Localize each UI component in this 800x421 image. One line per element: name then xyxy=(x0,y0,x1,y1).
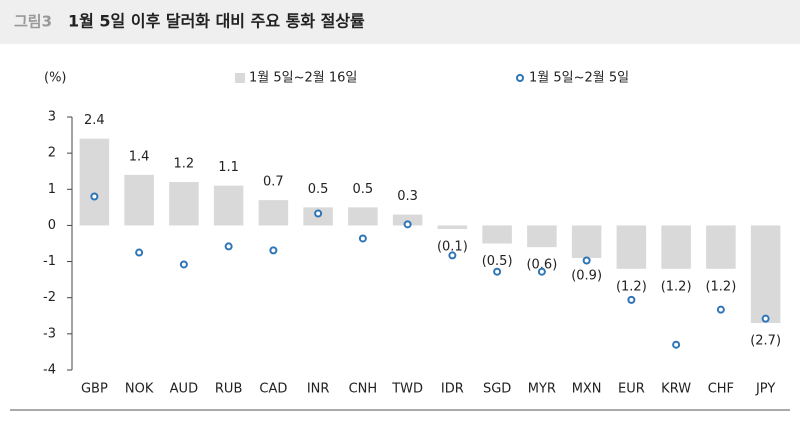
dot xyxy=(672,340,681,349)
data-label: 1.2 xyxy=(174,157,195,172)
y-tick-label: -1 xyxy=(43,254,56,269)
figure-label: 그림3 xyxy=(14,13,52,31)
data-label: 1.4 xyxy=(129,149,150,164)
bar xyxy=(258,200,289,226)
dot xyxy=(403,220,412,229)
dot xyxy=(314,209,323,218)
data-label: (1.2) xyxy=(705,279,736,294)
y-tick-label: 1 xyxy=(48,182,56,197)
bar xyxy=(482,225,512,244)
dot xyxy=(716,305,725,314)
data-label: 0.3 xyxy=(397,189,418,204)
data-label: 0.5 xyxy=(308,182,329,197)
dot xyxy=(761,314,770,323)
data-label: (0.6) xyxy=(526,258,557,273)
dot xyxy=(627,295,636,304)
bar xyxy=(213,185,244,226)
data-label: 0.7 xyxy=(263,175,284,190)
bar xyxy=(79,138,110,226)
legend-label: 1월 5일~2월 5일 xyxy=(529,71,629,86)
dot xyxy=(448,251,457,260)
x-tick-label: CAD xyxy=(259,382,287,397)
bar xyxy=(392,214,423,226)
dot xyxy=(135,248,144,257)
dot xyxy=(90,192,99,201)
y-tick-label: -4 xyxy=(43,363,56,378)
data-label: (0.9) xyxy=(571,268,602,283)
bar xyxy=(124,174,154,226)
dot xyxy=(537,267,546,276)
y-tick-label: 0 xyxy=(48,218,56,233)
chart-title: 1월 5일 이후 달러화 대비 주요 통화 절상률 xyxy=(68,12,365,31)
data-label: 2.4 xyxy=(84,113,105,128)
dot xyxy=(358,234,367,243)
y-unit: (%) xyxy=(44,71,67,86)
x-tick-label: CNH xyxy=(349,382,378,397)
x-tick-label: SGD xyxy=(483,382,511,397)
x-tick-label: GBP xyxy=(81,382,108,397)
x-tick-label: NOK xyxy=(125,382,154,397)
bar xyxy=(661,225,691,269)
data-label: (0.1) xyxy=(437,240,468,255)
y-tick-label: 2 xyxy=(48,146,56,161)
legend-swatch xyxy=(516,74,524,82)
x-tick-label: IDR xyxy=(441,382,464,397)
x-tick-label: RUB xyxy=(215,382,242,397)
bar xyxy=(169,182,199,226)
y-tick-label: 3 xyxy=(48,110,56,125)
x-tick-label: CHF xyxy=(708,382,734,397)
x-tick-label: TWD xyxy=(391,382,423,397)
dot xyxy=(269,246,278,255)
bar xyxy=(348,207,378,226)
bar xyxy=(706,225,736,269)
data-label: (0.5) xyxy=(482,254,513,269)
title-band xyxy=(0,0,800,44)
data-label: 1.1 xyxy=(218,160,239,175)
bar xyxy=(616,225,647,269)
dot xyxy=(179,260,188,269)
x-tick-label: EUR xyxy=(618,382,645,397)
x-tick-label: MXN xyxy=(572,382,602,397)
dot xyxy=(493,267,502,276)
data-label: (1.2) xyxy=(661,279,692,294)
y-tick-label: -3 xyxy=(43,326,56,341)
y-tick-label: -2 xyxy=(43,290,56,305)
x-tick-label: JPY xyxy=(755,382,775,397)
x-tick-label: KRW xyxy=(661,382,691,397)
data-label: (2.7) xyxy=(750,334,781,349)
x-tick-label: INR xyxy=(307,382,330,397)
dot xyxy=(224,242,233,251)
bar xyxy=(527,225,557,248)
data-label: (1.2) xyxy=(616,279,647,294)
x-tick-label: MYR xyxy=(528,382,556,397)
x-tick-label: AUD xyxy=(170,382,198,397)
dot xyxy=(582,256,591,265)
bar xyxy=(750,225,781,324)
legend-swatch xyxy=(235,73,245,83)
bar xyxy=(437,225,468,230)
legend-label: 1월 5일~2월 16일 xyxy=(249,71,357,86)
bar xyxy=(571,225,602,258)
data-label: 0.5 xyxy=(353,182,374,197)
